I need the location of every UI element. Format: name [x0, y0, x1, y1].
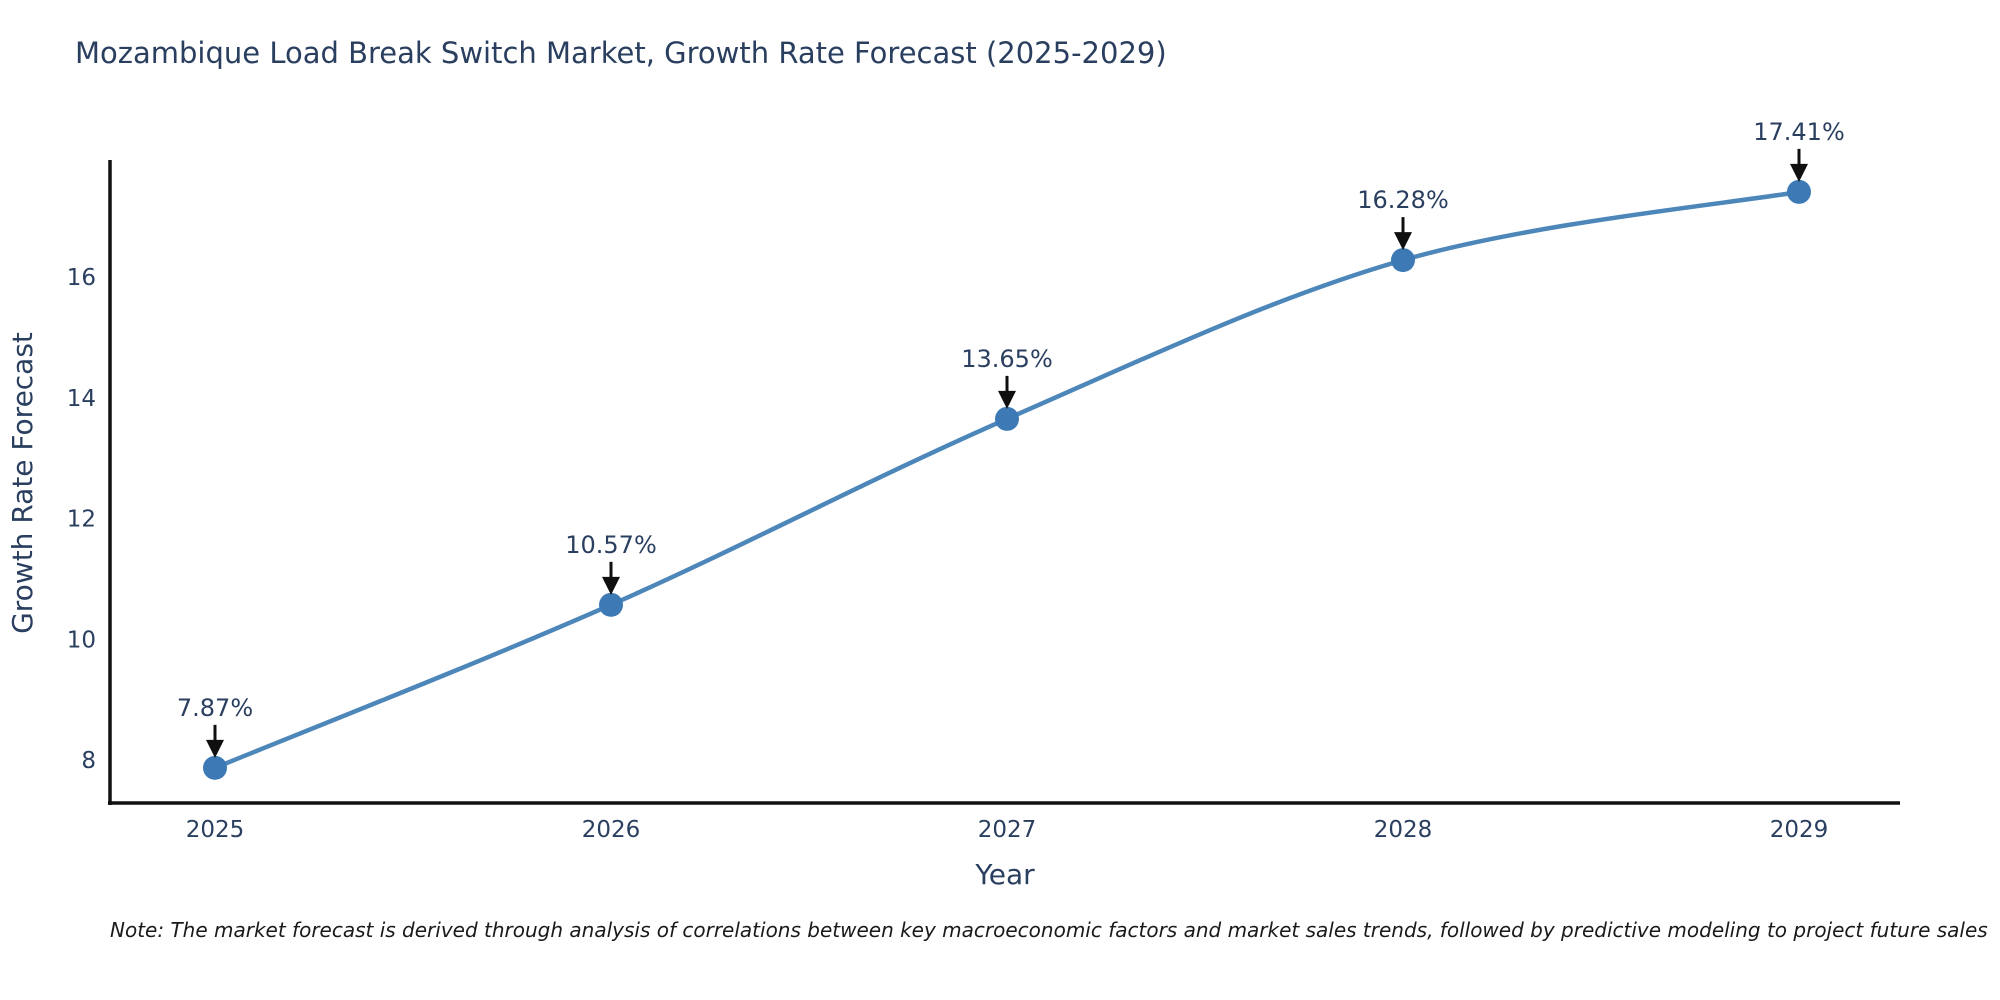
data-point-label: 13.65% [961, 345, 1053, 373]
x-axis-title: Year [975, 858, 1035, 891]
x-tick-label: 2026 [582, 817, 641, 843]
data-point-marker [203, 755, 227, 780]
data-point-label: 10.57% [565, 531, 657, 559]
x-tick-label: 2028 [1374, 817, 1433, 843]
chart-title: Mozambique Load Break Switch Market, Gro… [75, 36, 1167, 70]
y-tick-label: 8 [81, 748, 96, 774]
annotation-arrowhead-icon [602, 576, 620, 595]
annotation-arrowhead-icon [998, 390, 1016, 409]
y-tick-label: 12 [67, 507, 96, 533]
chart-note: Note: The market forecast is derived thr… [110, 918, 1988, 942]
data-point-label: 16.28% [1357, 186, 1449, 214]
annotation-arrowhead-icon [206, 739, 224, 758]
data-point-label: 7.87% [177, 694, 253, 722]
y-tick-label: 16 [67, 265, 96, 291]
y-tick-label: 14 [67, 386, 96, 412]
data-point-marker [1391, 248, 1415, 273]
x-tick-label: 2027 [978, 817, 1037, 843]
data-point-marker [995, 406, 1019, 431]
data-point-marker [1787, 179, 1811, 204]
data-point-label: 17.41% [1753, 118, 1845, 146]
x-tick-label: 2029 [1770, 817, 1829, 843]
annotation-arrowhead-icon [1790, 163, 1808, 182]
annotation-arrowhead-icon [1394, 232, 1412, 251]
series-line [214, 189, 1800, 770]
x-tick-label: 2025 [186, 817, 245, 843]
y-tick-label: 10 [67, 627, 96, 653]
data-point-marker [599, 592, 623, 617]
